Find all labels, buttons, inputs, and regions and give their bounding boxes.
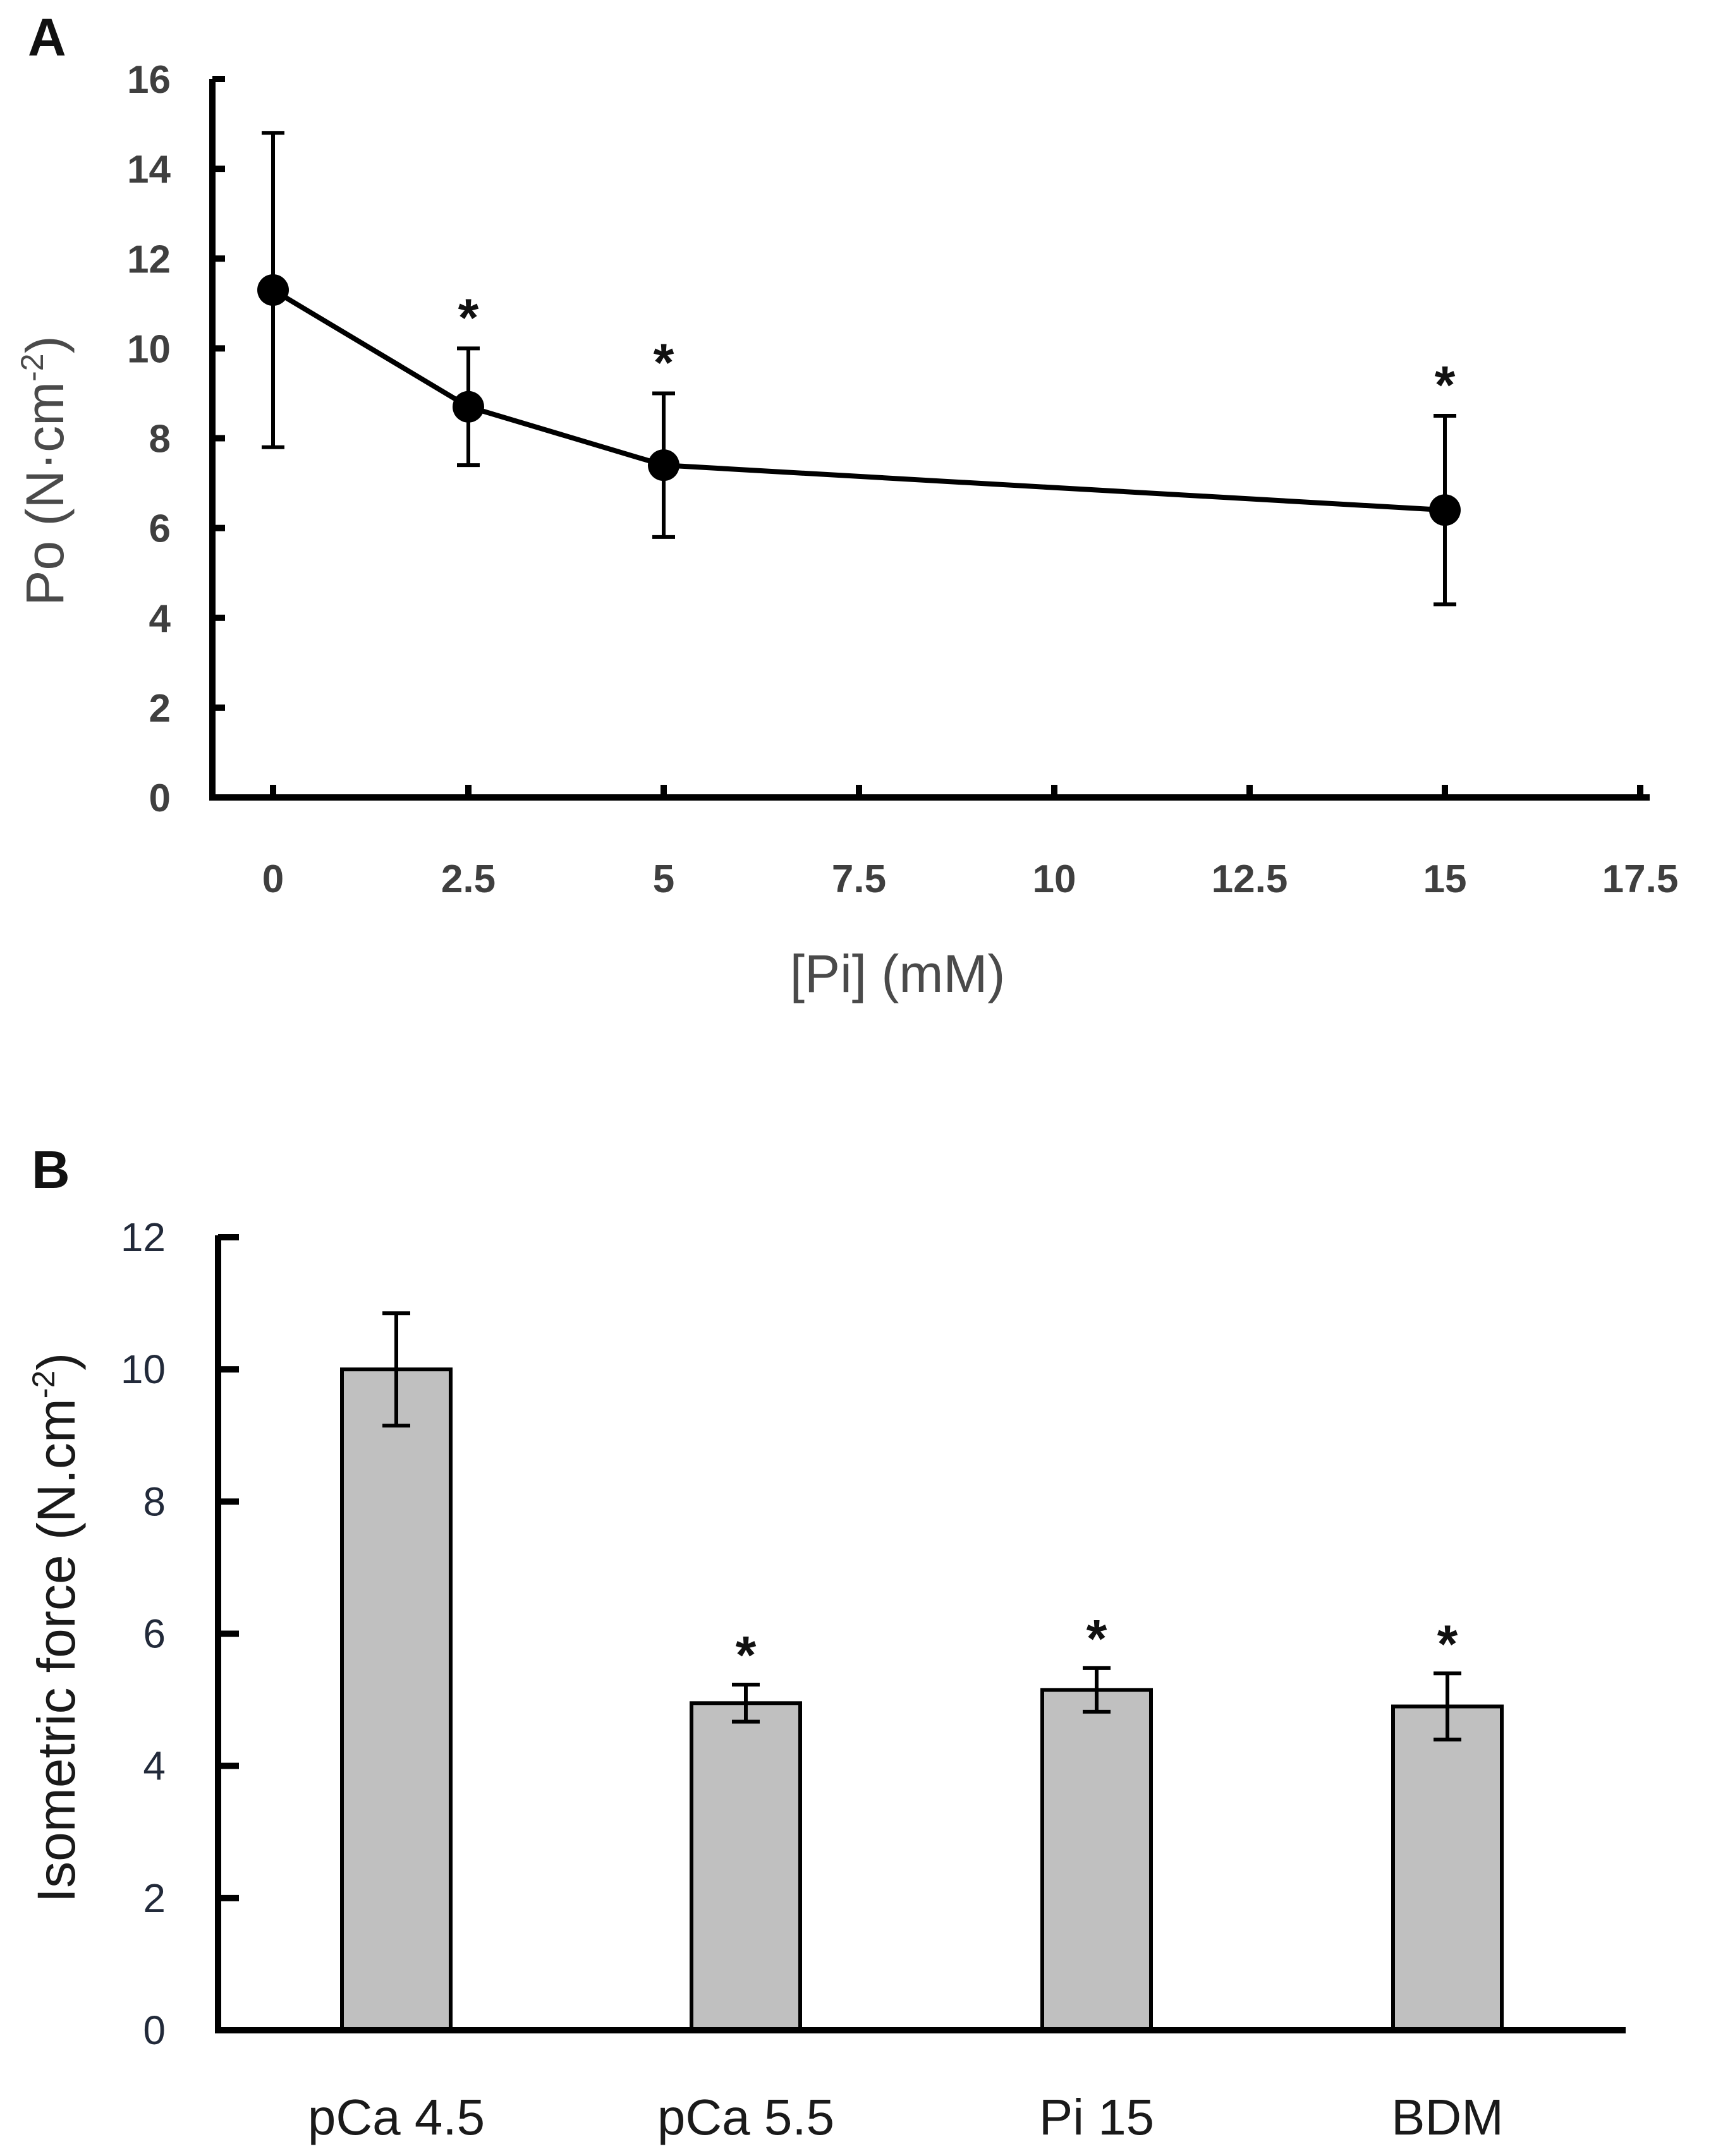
panel-a-letter: A [28, 8, 66, 67]
panel-a-y-tick-label: 12 [127, 238, 171, 281]
panel-a-data-point [257, 274, 289, 306]
panel-b-bar [340, 1367, 453, 2033]
panel-a-y-tick-label: 16 [127, 58, 171, 102]
panel-a-data-point [648, 449, 679, 481]
panel-a-x-tick-label: 15 [1423, 857, 1467, 901]
panel-a-x-tick-label: 7.5 [832, 857, 886, 901]
panel-b-y-tick-label: 10 [121, 1347, 166, 1392]
panel-b-y-tick-label: 0 [143, 2008, 166, 2053]
panel-a-x-tick-label: 2.5 [441, 857, 496, 901]
panel-b-y-tick-label: 4 [143, 1743, 166, 1789]
panel-a-ticks: 0 2 4 6 8 10 12 14 16 0 2.5 5 7.5 10 12.5 15 17.5 [127, 58, 1678, 901]
panel-a-significance-marker: * [458, 288, 479, 347]
panel-a-y-label-main: Po (N·cm [15, 382, 75, 606]
panel-b-y-label-main: Isometric force (N.cm [27, 1398, 86, 1903]
panel-b-significance-marker: * [1087, 1609, 1107, 1668]
panel-b-bar [1391, 1704, 1504, 2033]
panel-a-x-tick-label: 12.5 [1212, 857, 1288, 901]
panel-b-category-label: Pi 15 [1039, 2089, 1154, 2145]
panel-b-y-label-tail: ) [27, 1353, 86, 1371]
panel-a-points: * * * [257, 131, 1461, 607]
panel-b-y-tick-label: 12 [121, 1214, 166, 1260]
panel-b-category-label: pCa 4.5 [308, 2089, 485, 2145]
panel-b-bar [1040, 1688, 1153, 2032]
panel-a-x-tick-label: 5 [653, 857, 674, 901]
panel-a-significance-marker: * [1435, 355, 1456, 415]
panel-a-y-tick-label: 14 [127, 148, 171, 191]
panel-a-y-axis-label: Po (N·cm-2) [15, 336, 75, 605]
panel-b-bars: pCa 4.5 * pCa 5.5 * Pi 15 * BDM [308, 1311, 1504, 2145]
panel-a-data-point [1429, 494, 1461, 526]
panel-b-y-label-sup: -2 [26, 1371, 61, 1398]
panel-a-y-tick-label: 6 [149, 507, 171, 551]
panel-b-y-tick-label: 6 [143, 1611, 166, 1657]
panel-b-y-tick-label: 2 [143, 1875, 166, 1921]
panel-a-y-label-tail: ) [15, 336, 75, 353]
panel-b-significance-marker: * [1437, 1614, 1458, 1673]
panel-a-y-tick-label: 4 [149, 597, 171, 641]
panel-a-x-tick-label: 17.5 [1602, 857, 1679, 901]
panel-a-y-tick-label: 10 [127, 327, 171, 371]
panel-b-y-tick-label: 8 [143, 1479, 166, 1524]
panel-a-series-line [271, 288, 1446, 513]
panel-b-category-label: BDM [1391, 2089, 1504, 2145]
panel-b-category-label: pCa 5.5 [657, 2089, 834, 2145]
panel-b-letter: B [32, 1140, 70, 1199]
panel-a-line-chart: A 0 2 4 6 8 10 12 14 16 0 2.5 5 7.5 10 12.5 15 17.5 * * * … [15, 8, 1678, 1003]
panel-a-y-tick-label: 8 [149, 418, 171, 461]
panel-a-x-tick-label: 0 [262, 857, 284, 901]
panel-b-bar [690, 1701, 802, 2032]
panel-a-y-tick-label: 0 [149, 777, 171, 820]
panel-a-data-point [453, 391, 484, 423]
panel-a-significance-marker: * [654, 332, 674, 392]
panel-b-bar-chart: B pCa 4.5 * pCa 5.5 * Pi 15 * BDM 0 2 4 6 8 10 12 Is… [26, 1140, 1626, 2145]
panel-a-series [271, 288, 1446, 513]
panel-a-y-tick-label: 2 [149, 687, 171, 730]
panel-b-significance-marker: * [736, 1625, 757, 1685]
panel-a-x-tick-label: 10 [1033, 857, 1076, 901]
panel-b-y-axis-label: Isometric force (N.cm-2) [26, 1353, 86, 1903]
panel-a-y-label-sup: -2 [15, 353, 50, 381]
panel-b-ticks: 0 2 4 6 8 10 12 [121, 1214, 239, 2053]
panel-a-x-axis-label: [Pi] (mM) [790, 944, 1006, 1003]
